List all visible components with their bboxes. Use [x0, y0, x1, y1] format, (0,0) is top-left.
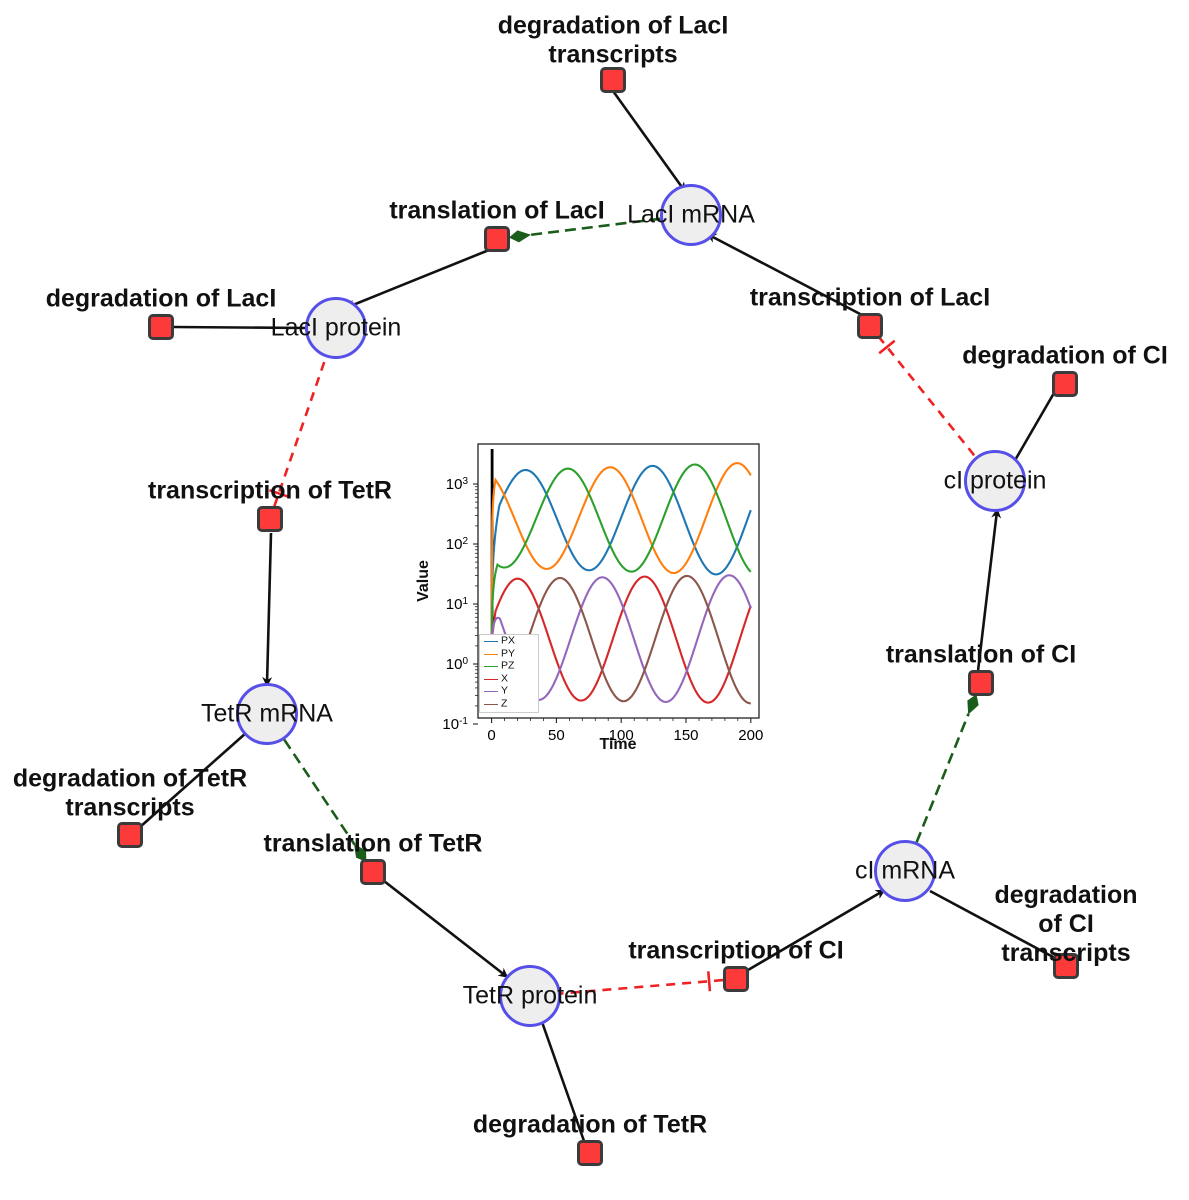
svg-text:100: 100: [446, 656, 469, 674]
svg-text:200: 200: [738, 727, 763, 744]
svg-text:101: 101: [446, 596, 469, 614]
svg-text:103: 103: [446, 476, 469, 494]
svg-text:50: 50: [548, 727, 565, 744]
svg-text:150: 150: [673, 727, 698, 744]
svg-text:0: 0: [487, 727, 495, 744]
svg-text:102: 102: [446, 536, 469, 554]
svg-text:10-1: 10-1: [442, 716, 468, 734]
